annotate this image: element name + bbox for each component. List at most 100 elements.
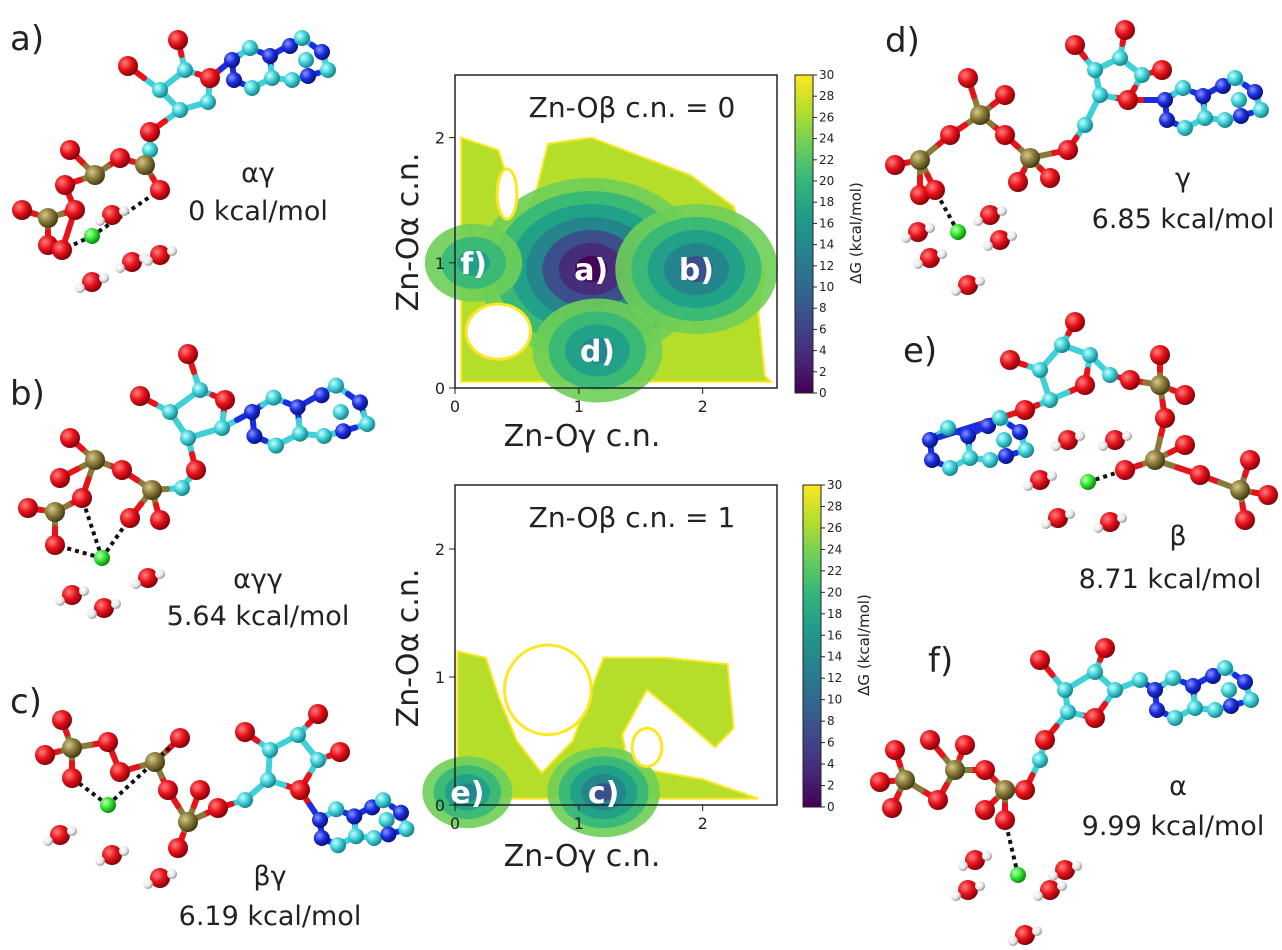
oxygen-atom bbox=[50, 825, 70, 845]
hydrogen-atom bbox=[75, 283, 85, 293]
carbon-atom bbox=[290, 727, 306, 743]
carbon-atom bbox=[996, 432, 1012, 448]
hydrogen-atom bbox=[982, 851, 992, 861]
oxygen-atom bbox=[1055, 860, 1075, 880]
minima-labels: e) c) bbox=[450, 776, 619, 811]
oxygen-atom bbox=[150, 180, 170, 200]
oxygen-atom bbox=[102, 845, 122, 865]
carbon-atom bbox=[1134, 67, 1150, 83]
plot-title: Zn-Oβ c.n. = 0 bbox=[529, 91, 736, 124]
carbon-atom bbox=[328, 377, 344, 394]
carbon-atom bbox=[1175, 80, 1191, 96]
panel-label-f: f) bbox=[928, 641, 953, 681]
carbon-atom bbox=[1253, 102, 1269, 118]
hydrogen-atom bbox=[1065, 509, 1075, 519]
molecule-panel-c bbox=[35, 704, 415, 889]
oxygen-atom bbox=[1175, 435, 1195, 455]
carbon-atom bbox=[1187, 700, 1203, 716]
hydrogen-atom bbox=[115, 263, 125, 273]
phosphorus-atom bbox=[142, 480, 162, 500]
oxygen-atom bbox=[118, 56, 138, 76]
phosphorus-atom bbox=[970, 105, 990, 125]
carbon-atom bbox=[1102, 367, 1118, 383]
unsampled-region bbox=[464, 302, 533, 361]
hydrogen-atom bbox=[951, 891, 961, 901]
oxygen-atom bbox=[35, 745, 55, 765]
colorbar-tick-label: 22 bbox=[819, 153, 834, 167]
zinc-atom bbox=[950, 224, 966, 240]
oxygen-atom bbox=[308, 704, 328, 724]
minima-labels: a) b) d) f) bbox=[460, 247, 714, 370]
carbon-atom bbox=[992, 410, 1008, 426]
oxygen-atom bbox=[120, 508, 140, 528]
carbon-atom bbox=[359, 416, 376, 432]
oxygen-atom bbox=[940, 125, 960, 145]
hydrogen-atom bbox=[99, 273, 109, 283]
carbon-atom bbox=[348, 828, 364, 845]
contour-level-12 bbox=[581, 337, 614, 364]
carbon-atom bbox=[264, 70, 280, 86]
nitrogen-atom bbox=[262, 48, 278, 64]
y-axis-label: Zn-Oα c.n. bbox=[391, 153, 426, 312]
oxygen-atom bbox=[150, 510, 170, 530]
hydrogen-atom bbox=[1057, 881, 1067, 891]
nitrogen-atom bbox=[1237, 674, 1253, 690]
oxygen-atom bbox=[1115, 20, 1135, 40]
carbon-atom bbox=[1087, 664, 1103, 680]
colorbar-tick-label: 26 bbox=[827, 521, 842, 535]
oxygen-atom bbox=[1065, 35, 1085, 55]
colorbar-tick-label: 18 bbox=[827, 607, 842, 621]
colorbar-tick-label: 6 bbox=[827, 736, 835, 750]
hydrogen-atom bbox=[958, 861, 968, 871]
carbon-atom bbox=[1227, 70, 1243, 86]
oxygen-atom bbox=[98, 732, 118, 752]
carbon-atom bbox=[265, 389, 282, 406]
energy-label-c: 6.19 kcal/mol bbox=[179, 901, 362, 932]
hydrogen-atom bbox=[975, 881, 985, 891]
x-axis-label: Zn-Oγ c.n. bbox=[504, 419, 661, 454]
unsampled-region bbox=[630, 726, 664, 769]
colorbar-tick-label: 30 bbox=[827, 478, 842, 492]
carbon-atom bbox=[1217, 112, 1233, 128]
minimum-label: f) bbox=[460, 247, 487, 282]
x-tick-label: 2 bbox=[698, 397, 708, 416]
hydrogen-atom bbox=[951, 286, 961, 296]
oxygen-atom bbox=[45, 535, 65, 555]
colorbar-tick-label: 28 bbox=[827, 499, 842, 513]
oxygen-atom bbox=[138, 568, 158, 588]
carbon-atom bbox=[1231, 92, 1247, 108]
carbon-atom bbox=[316, 428, 332, 444]
carbon-atom bbox=[262, 742, 278, 758]
colorbar-tick-label: 2 bbox=[827, 779, 835, 793]
nitrogen-atom bbox=[282, 38, 298, 54]
coordination-bond bbox=[80, 497, 104, 559]
nitrogen-atom bbox=[998, 448, 1014, 464]
oxygen-atom bbox=[1155, 408, 1175, 428]
oxygen-atom bbox=[1190, 465, 1210, 485]
oxygen-atom bbox=[920, 730, 940, 750]
carbon-atom bbox=[162, 404, 178, 420]
carbon-atom bbox=[214, 420, 230, 436]
oxygen-atom bbox=[1065, 312, 1085, 332]
carbon-atom bbox=[378, 812, 395, 828]
hydrogen-atom bbox=[87, 609, 97, 619]
oxygen-atom bbox=[958, 275, 978, 295]
phosphorus-atom bbox=[1230, 480, 1250, 500]
unsampled-region bbox=[503, 643, 593, 737]
contour-fill bbox=[424, 136, 778, 403]
molecule-panel-f bbox=[870, 638, 1259, 946]
nitrogen-atom bbox=[1233, 108, 1249, 124]
phosphorus-atom bbox=[38, 208, 58, 228]
nitrogen-atom bbox=[246, 428, 263, 444]
oxygen-atom bbox=[110, 762, 130, 782]
oxygen-atom bbox=[65, 200, 85, 220]
nitrogen-atom bbox=[346, 808, 363, 825]
contour-level-8 bbox=[592, 783, 615, 802]
oxygen-atom bbox=[995, 85, 1015, 105]
nitrogen-atom bbox=[300, 68, 316, 84]
carbon-atom bbox=[1054, 337, 1070, 353]
molecule-panel-b bbox=[18, 344, 376, 619]
y-tick-label: 0 bbox=[435, 379, 445, 398]
oxygen-atom bbox=[130, 386, 150, 406]
